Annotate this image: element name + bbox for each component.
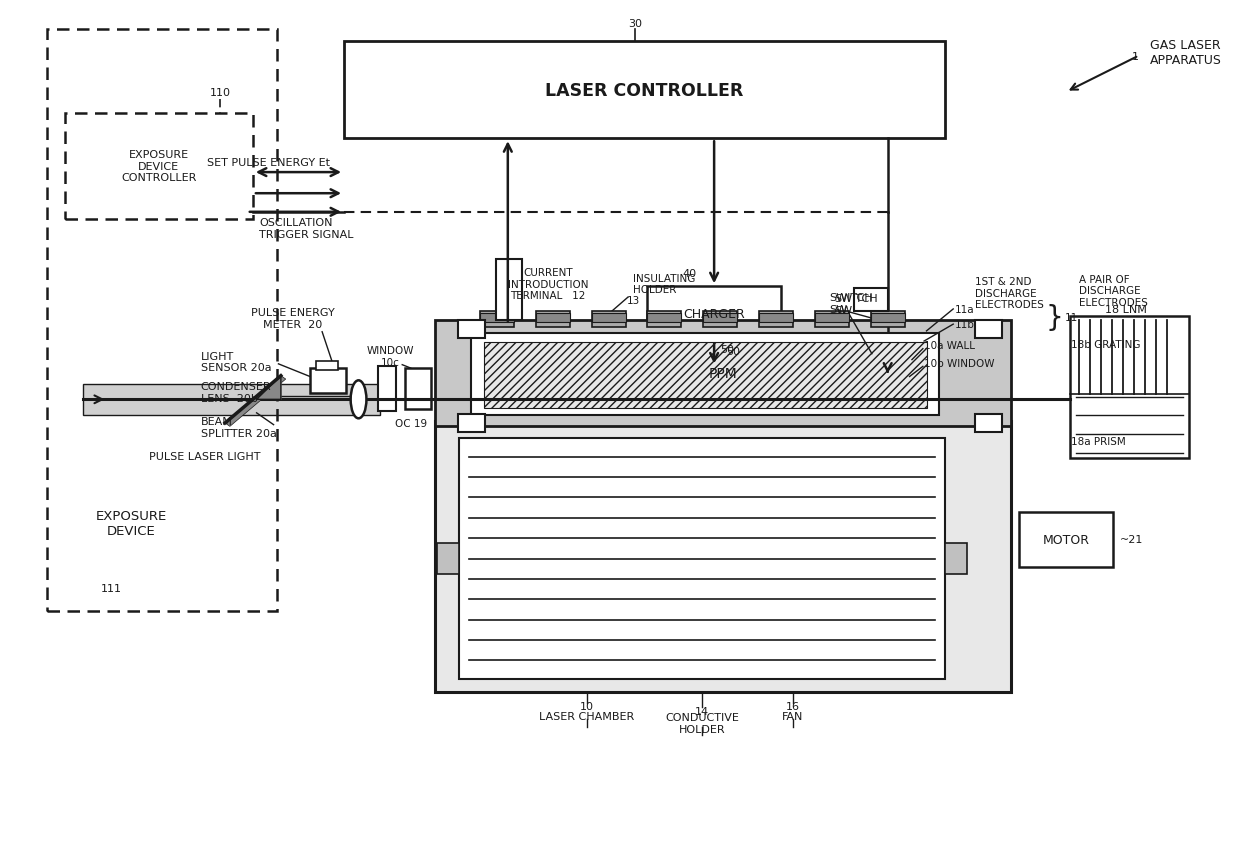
Bar — [459, 439, 945, 679]
Text: 13: 13 — [626, 296, 640, 305]
Bar — [64, 114, 253, 219]
Text: SWITCH
SW: SWITCH SW — [830, 293, 873, 314]
Text: 11a: 11a — [955, 304, 975, 314]
Polygon shape — [224, 377, 285, 427]
Bar — [870, 314, 905, 322]
Text: 14: 14 — [694, 706, 709, 717]
Bar — [759, 312, 794, 327]
Bar — [496, 260, 522, 320]
Text: OC 19: OC 19 — [396, 418, 427, 429]
Text: A PAIR OF
DISCHARGE
ELECTRODES: A PAIR OF DISCHARGE ELECTRODES — [1080, 274, 1148, 308]
Bar — [310, 369, 346, 394]
Bar — [47, 30, 278, 612]
Bar — [480, 314, 513, 322]
Bar — [975, 414, 1002, 433]
Text: 11b: 11b — [955, 320, 975, 330]
Text: BEAM
SPLITTER 20a: BEAM SPLITTER 20a — [201, 417, 277, 439]
Text: PULSE LASER LIGHT: PULSE LASER LIGHT — [149, 452, 260, 462]
Text: 50: 50 — [727, 347, 740, 357]
Bar — [480, 312, 513, 327]
Bar — [438, 544, 459, 574]
Text: 50: 50 — [720, 344, 734, 354]
Text: LASER CONTROLLER: LASER CONTROLLER — [546, 82, 744, 100]
Text: OSCILLATION
TRIGGER SIGNAL: OSCILLATION TRIGGER SIGNAL — [259, 218, 353, 239]
Bar — [536, 314, 569, 322]
Text: 1ST & 2ND
DISCHARGE
ELECTRODES: 1ST & 2ND DISCHARGE ELECTRODES — [975, 277, 1044, 310]
Text: 111: 111 — [100, 583, 122, 593]
Bar — [591, 312, 625, 327]
Polygon shape — [257, 377, 281, 400]
Text: 18a PRISM: 18a PRISM — [1071, 436, 1126, 446]
Text: 11: 11 — [1065, 313, 1078, 323]
Bar — [647, 312, 681, 327]
Text: }: } — [1045, 304, 1063, 332]
Text: 40: 40 — [683, 268, 697, 279]
Text: PULSE ENERGY
METER  20: PULSE ENERGY METER 20 — [252, 308, 335, 330]
Ellipse shape — [351, 381, 367, 419]
Bar — [703, 312, 738, 327]
Text: 18 LNM: 18 LNM — [1105, 304, 1147, 314]
Bar — [647, 287, 781, 342]
Bar — [647, 314, 681, 322]
Text: CONDUCTIVE
HOLDER: CONDUCTIVE HOLDER — [665, 712, 739, 734]
Text: WINDOW
10c: WINDOW 10c — [366, 346, 414, 367]
Bar — [870, 312, 905, 327]
Bar — [378, 367, 396, 412]
Text: GAS LASER
APPARATUS: GAS LASER APPARATUS — [1149, 39, 1221, 67]
Text: CONDENSER
LENS  20b: CONDENSER LENS 20b — [201, 382, 272, 403]
Text: 10a WALL: 10a WALL — [924, 341, 975, 351]
Text: LASER CHAMBER: LASER CHAMBER — [539, 711, 635, 722]
Bar — [343, 42, 945, 139]
Bar — [484, 343, 926, 408]
Text: MOTOR: MOTOR — [1043, 533, 1090, 546]
Bar — [815, 312, 849, 327]
Bar — [591, 314, 625, 322]
Text: SET PULSE ENERGY Et: SET PULSE ENERGY Et — [207, 158, 330, 168]
Text: EXPOSURE
DEVICE
CONTROLLER: EXPOSURE DEVICE CONTROLLER — [122, 150, 197, 183]
Bar — [471, 334, 939, 415]
Bar — [1070, 316, 1189, 458]
Bar — [435, 320, 1012, 426]
Bar — [759, 314, 794, 322]
Text: 18b GRATING: 18b GRATING — [1071, 340, 1141, 350]
Bar — [815, 314, 849, 322]
Text: 10: 10 — [579, 701, 594, 711]
Bar — [83, 384, 381, 415]
Text: 30: 30 — [629, 19, 642, 29]
Bar — [458, 320, 485, 339]
Text: EXPOSURE
DEVICE: EXPOSURE DEVICE — [95, 509, 167, 537]
Bar — [404, 369, 432, 409]
Bar — [316, 362, 339, 371]
Text: 1: 1 — [1132, 52, 1138, 62]
Text: LIGHT
SENSOR 20a: LIGHT SENSOR 20a — [201, 351, 272, 372]
Bar — [536, 312, 569, 327]
Bar — [975, 320, 1002, 339]
Text: PPM: PPM — [709, 366, 738, 380]
Text: CHARGER: CHARGER — [683, 308, 745, 320]
Text: INSULATING
HOLDER: INSULATING HOLDER — [632, 273, 696, 295]
Text: FAN: FAN — [782, 711, 804, 722]
Bar — [703, 314, 738, 322]
Text: CURRENT
INTRODUCTION
TERMINAL   12: CURRENT INTRODUCTION TERMINAL 12 — [507, 268, 588, 301]
Bar — [853, 289, 888, 312]
Bar — [1019, 512, 1114, 567]
Text: 10b WINDOW: 10b WINDOW — [924, 359, 994, 369]
Text: 16: 16 — [786, 701, 800, 711]
Text: SWITCH
SW: SWITCH SW — [835, 294, 878, 315]
Bar — [945, 544, 966, 574]
Text: ~21: ~21 — [1120, 534, 1143, 544]
Bar — [435, 422, 1012, 692]
Bar — [458, 414, 485, 433]
Text: 110: 110 — [210, 88, 231, 98]
